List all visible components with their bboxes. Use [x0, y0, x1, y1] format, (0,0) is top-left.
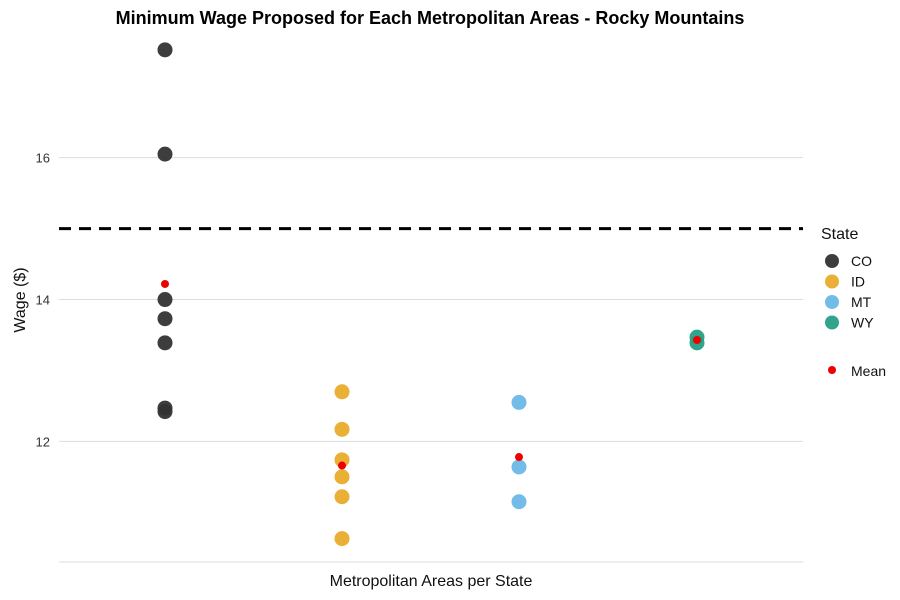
- data-point-co: [157, 292, 173, 308]
- data-point-id: [334, 531, 350, 547]
- legend-key-wy: [825, 315, 839, 330]
- data-point-id: [334, 469, 350, 485]
- data-point-id: [334, 452, 350, 468]
- legend-title: State: [821, 226, 858, 243]
- data-point-co: [157, 42, 173, 58]
- y-tick-label: 16: [36, 151, 50, 166]
- data-point-mt: [511, 494, 527, 510]
- chart-title: Minimum Wage Proposed for Each Metropoli…: [115, 8, 745, 28]
- y-tick-label: 12: [36, 434, 50, 449]
- mean-point-wy: [693, 335, 701, 344]
- legend-label-mt: MT: [851, 294, 872, 310]
- legend-label-wy: WY: [851, 315, 874, 331]
- data-point-co: [157, 335, 173, 351]
- mean-points: [161, 279, 701, 470]
- data-point-mt: [511, 394, 527, 410]
- data-point-co: [157, 404, 173, 420]
- mean-point-mt: [515, 453, 523, 462]
- legend-key-mt: [825, 295, 839, 309]
- legend-key-id: [825, 274, 839, 289]
- data-point-id: [334, 421, 350, 437]
- y-tick-label: 14: [36, 293, 50, 308]
- gridlines: [59, 157, 803, 563]
- y-axis-ticks: 12 14 16: [36, 151, 50, 450]
- legend: State CO ID MT WY Mean: [821, 226, 886, 379]
- data-point-id: [334, 384, 350, 400]
- legend-key-co: [825, 254, 839, 268]
- data-point-mt: [511, 459, 527, 475]
- mean-point-id: [338, 461, 346, 470]
- x-axis-label: Metropolitan Areas per State: [330, 573, 533, 590]
- legend-key-mean: [828, 366, 836, 374]
- data-point-co: [157, 311, 173, 327]
- data-points: [157, 42, 705, 547]
- y-axis-label: Wage ($): [12, 267, 29, 332]
- legend-label-id: ID: [851, 274, 865, 290]
- legend-label-mean: Mean: [851, 363, 886, 379]
- mean-point-co: [161, 279, 169, 288]
- data-point-id: [334, 489, 350, 505]
- data-point-co: [157, 146, 173, 162]
- legend-label-co: CO: [851, 253, 872, 269]
